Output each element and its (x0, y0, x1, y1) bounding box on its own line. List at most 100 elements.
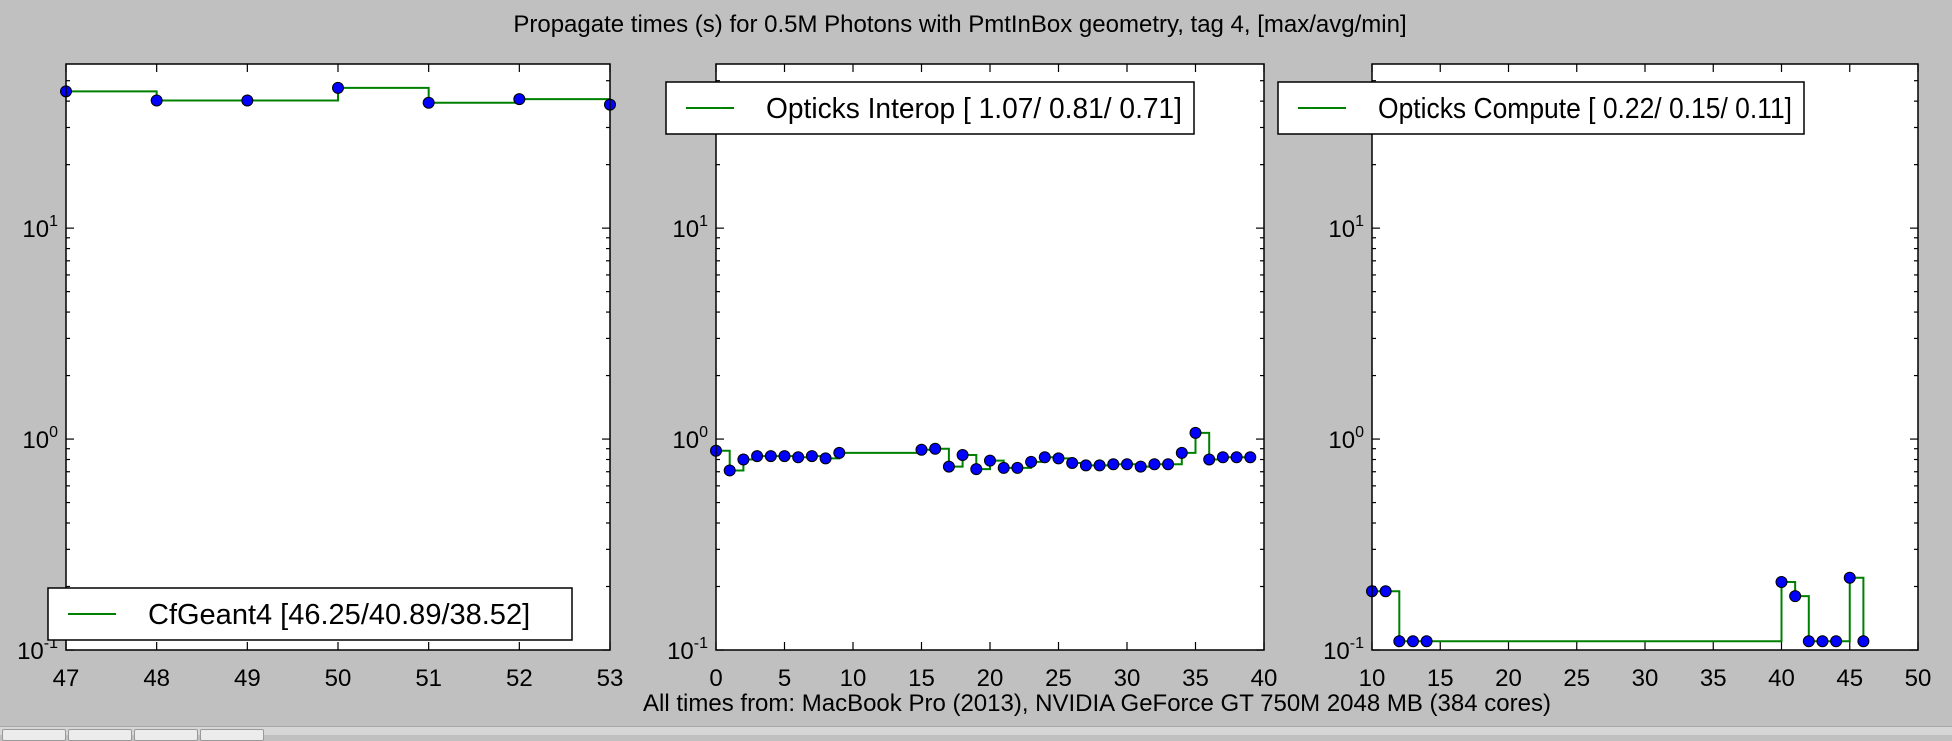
x-tick-label: 52 (506, 665, 533, 692)
data-point (984, 454, 996, 467)
legend: Opticks Compute [ 0.22/ 0.15/ 0.11] (1277, 81, 1805, 135)
data-point (1107, 458, 1120, 471)
data-point (1775, 576, 1788, 589)
figure: Propagate times (s) for 0.5M Photons wit… (17, 11, 1932, 717)
y-tick-label: 101 (22, 213, 58, 243)
toolbar-button[interactable] (2, 729, 66, 741)
y-tick-label: 100 (672, 424, 708, 454)
data-point (915, 443, 928, 456)
x-tick-label: 35 (1700, 665, 1727, 692)
data-point (1857, 635, 1870, 648)
data-point (997, 461, 1010, 474)
data-point (723, 464, 736, 477)
y-tick-label: 100 (1328, 424, 1364, 454)
y-tick-label: 101 (672, 213, 708, 243)
x-tick-label: 50 (1905, 665, 1932, 692)
data-point (422, 96, 435, 109)
data-point (241, 94, 254, 107)
figure-title: Propagate times (s) for 0.5M Photons wit… (513, 11, 1406, 38)
axes-frame (715, 63, 1265, 651)
legend: CfGeant4 [46.25/40.89/38.52] (47, 587, 573, 641)
legend-box (1277, 81, 1805, 135)
data-point (1093, 459, 1106, 472)
y-tick-label: 10-1 (1323, 635, 1364, 665)
data-point (1189, 426, 1202, 439)
data-point (1203, 453, 1216, 466)
data-point (778, 450, 791, 463)
data-point (1393, 635, 1406, 648)
toolbar-button[interactable] (68, 729, 132, 741)
figure-footer: All times from: MacBook Pro (2013), NVID… (643, 690, 1551, 717)
data-point (1052, 452, 1065, 465)
y-tick-label: 100 (22, 424, 58, 454)
legend-label: Opticks Compute [ 0.22/ 0.15/ 0.11] (1378, 93, 1792, 125)
x-tick-label: 10 (840, 665, 867, 692)
data-point (805, 450, 818, 463)
series-line (1372, 576, 1865, 643)
data-point (1066, 457, 1079, 470)
plot-area (716, 64, 1264, 650)
legend-label: Opticks Interop [ 1.07/ 0.81/ 0.71] (766, 93, 1182, 125)
x-tick-label: 30 (1632, 665, 1659, 692)
x-tick-label: 49 (234, 665, 261, 692)
axes-frame (65, 63, 611, 651)
x-tick-label: 15 (1427, 665, 1454, 692)
data-point (1025, 455, 1038, 468)
x-tick-label: 45 (1836, 665, 1863, 692)
data-point (1134, 460, 1147, 473)
data-point (1830, 635, 1843, 648)
data-point (1406, 635, 1419, 648)
chart-panel-3: 101 100 10-110 15 20 25 30 35 40 45 50 Opticks Comp… (1277, 63, 1932, 692)
axes-frame (1371, 63, 1919, 651)
data-point (764, 450, 777, 463)
y-tick-label: 101 (1328, 213, 1364, 243)
data-point (751, 450, 764, 463)
legend: Opticks Interop [ 1.07/ 0.81/ 0.71] (665, 81, 1195, 135)
legend-label: CfGeant4 [46.25/40.89/38.52] (148, 599, 530, 631)
data-point (819, 452, 832, 465)
x-tick-label: 35 (1182, 665, 1209, 692)
plot-area (66, 64, 610, 650)
x-tick-label: 25 (1563, 665, 1590, 692)
x-tick-label: 40 (1768, 665, 1795, 692)
data-point (737, 453, 750, 466)
x-tick-label: 53 (597, 665, 624, 692)
x-tick-label: 25 (1045, 665, 1072, 692)
data-point (1121, 458, 1133, 471)
data-point (332, 81, 344, 94)
toolbar-button[interactable] (134, 729, 198, 741)
x-tick-label: 51 (415, 665, 442, 692)
x-tick-label: 5 (778, 665, 791, 692)
legend-box (665, 81, 1195, 135)
x-tick-label: 48 (143, 665, 170, 692)
data-point (956, 449, 969, 462)
data-point (792, 451, 805, 464)
toolbar-button[interactable] (200, 729, 264, 741)
data-point (1379, 585, 1392, 598)
y-tick-label: 10-1 (667, 635, 708, 665)
data-point (1816, 635, 1829, 648)
data-point (513, 93, 526, 106)
data-point (1230, 451, 1243, 464)
data-point (1843, 571, 1856, 584)
data-point (970, 463, 983, 476)
data-point (1244, 451, 1257, 464)
x-tick-label: 0 (709, 665, 722, 692)
x-tick-label: 30 (1114, 665, 1141, 692)
x-tick-label: 47 (53, 665, 80, 692)
chart-panel-2: 101 100 10-10 5 10 15 20 25 30 35 40 Opticks Intero… (665, 63, 1278, 692)
data-point (1079, 459, 1092, 472)
data-point (1038, 451, 1051, 464)
legend-box (47, 587, 573, 641)
data-point (1802, 635, 1815, 648)
x-tick-label: 50 (325, 665, 352, 692)
data-point (1420, 635, 1433, 648)
data-point (150, 94, 163, 107)
x-tick-label: 10 (1359, 665, 1386, 692)
x-tick-label: 15 (908, 665, 935, 692)
x-tick-label: 40 (1251, 665, 1278, 692)
x-tick-label: 20 (977, 665, 1004, 692)
data-point (1789, 590, 1802, 603)
plot-area (1372, 64, 1918, 650)
